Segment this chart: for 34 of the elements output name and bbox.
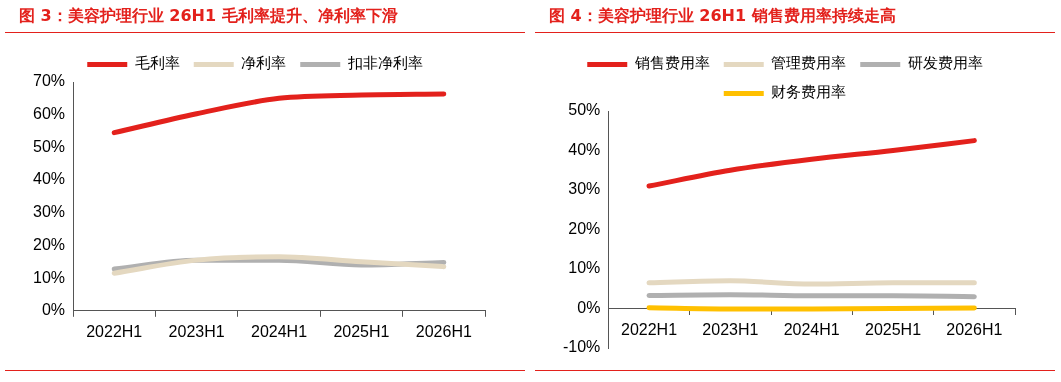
- legend-label: 销售费用率: [633, 54, 710, 73]
- x-tick-label: 2024H1: [783, 320, 840, 338]
- x-tick-label: 2024H1: [250, 322, 308, 340]
- x-tick-label: 2026H1: [946, 320, 1003, 338]
- y-tick-label: 50%: [568, 101, 601, 119]
- x-tick-label: 2026H1: [415, 322, 472, 340]
- y-tick-label: -10%: [562, 338, 601, 356]
- x-tick-label: 2022H1: [620, 320, 678, 338]
- legend-label: 研发费用率: [907, 54, 983, 73]
- y-tick-label: 10%: [32, 268, 66, 286]
- legend-label: 财务费用率: [771, 83, 847, 102]
- x-tick-label: 2022H1: [86, 322, 143, 340]
- legend-label: 扣非净利率: [346, 54, 423, 73]
- legend-label: 管理费用率: [771, 54, 847, 73]
- y-tick-label: 20%: [32, 235, 66, 253]
- x-tick-label: 2023H1: [702, 320, 759, 338]
- y-tick-label: 50%: [32, 137, 66, 155]
- x-tick-label: 2025H1: [333, 322, 390, 340]
- y-tick-label: 0%: [577, 298, 601, 316]
- y-tick-label: 40%: [32, 170, 66, 188]
- chart-title: 图 3：美容护理行业 26H1 毛利率提升、净利率下滑: [5, 0, 525, 33]
- y-tick-label: 60%: [32, 105, 66, 123]
- x-tick-label: 2025H1: [864, 320, 922, 338]
- y-tick-label: 20%: [568, 219, 601, 237]
- y-tick-label: 70%: [32, 72, 66, 90]
- y-tick-label: 30%: [568, 180, 601, 198]
- legend-label: 净利率: [241, 54, 287, 73]
- legend-label: 毛利率: [134, 54, 180, 73]
- y-tick-label: 0%: [41, 301, 66, 319]
- y-tick-label: 30%: [32, 203, 66, 221]
- chart-title: 图 4：美容护理行业 26H1 销售费用率持续走高: [535, 0, 1055, 33]
- y-tick-label: 40%: [568, 140, 601, 158]
- x-tick-label: 2023H1: [168, 322, 225, 340]
- y-tick-label: 10%: [568, 259, 601, 277]
